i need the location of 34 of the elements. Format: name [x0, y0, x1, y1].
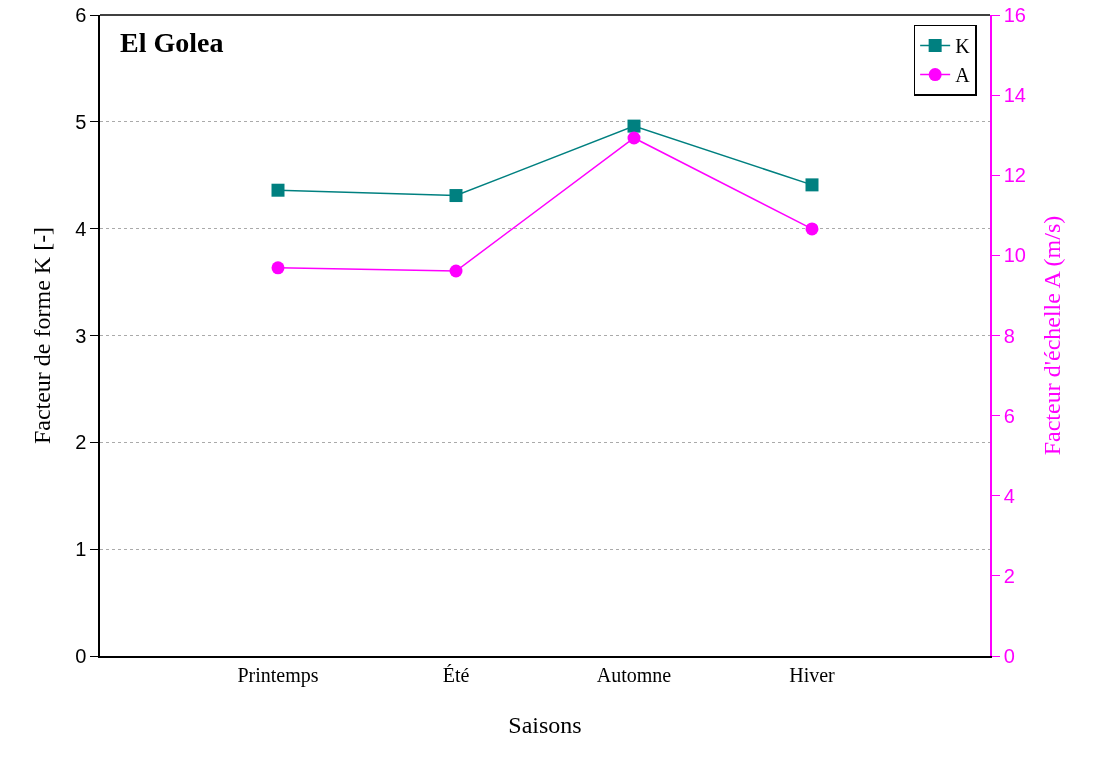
x-tick-label: Automne — [596, 663, 672, 686]
point — [271, 261, 285, 275]
point — [627, 131, 641, 145]
y-tick-label: 6 — [75, 4, 87, 26]
chart-title: El Golea — [120, 27, 224, 58]
x-tick-label: Printemps — [237, 663, 319, 687]
point — [449, 189, 463, 203]
point — [805, 222, 819, 236]
y2-tick-label: 4 — [1003, 484, 1015, 507]
y2-axis-title: Facteur d'échelle A (m/s) — [1038, 215, 1065, 456]
y2-tick-label: 6 — [1003, 404, 1015, 427]
y2-tick-label: 8 — [1003, 324, 1015, 347]
y2-tick-label: 12 — [1003, 164, 1026, 187]
point — [627, 119, 641, 133]
y2-tick-label: 0 — [1003, 645, 1015, 667]
legend-label: K — [955, 35, 971, 58]
x-axis-title: Saisons — [508, 711, 582, 738]
legend-label: A — [955, 64, 971, 87]
point — [449, 264, 463, 278]
y2-tick-label: 2 — [1003, 564, 1015, 587]
y-tick-label: 1 — [75, 538, 87, 561]
y-tick-label: 3 — [75, 324, 87, 347]
point — [271, 183, 285, 197]
y-tick-label: 4 — [75, 217, 87, 240]
x-tick-label: Été — [442, 663, 470, 686]
y2-tick-label: 10 — [1003, 244, 1026, 267]
y-tick-label: 0 — [75, 645, 87, 667]
y-axis-title: Facteur de forme K [-] — [28, 226, 55, 445]
y2-tick-label: 14 — [1003, 84, 1026, 107]
y-tick-label: 2 — [75, 431, 87, 454]
y-tick-label: 5 — [75, 110, 87, 133]
y2-tick-label: 16 — [1003, 4, 1026, 26]
point — [805, 178, 819, 192]
x-tick-label: Hiver — [789, 663, 836, 686]
